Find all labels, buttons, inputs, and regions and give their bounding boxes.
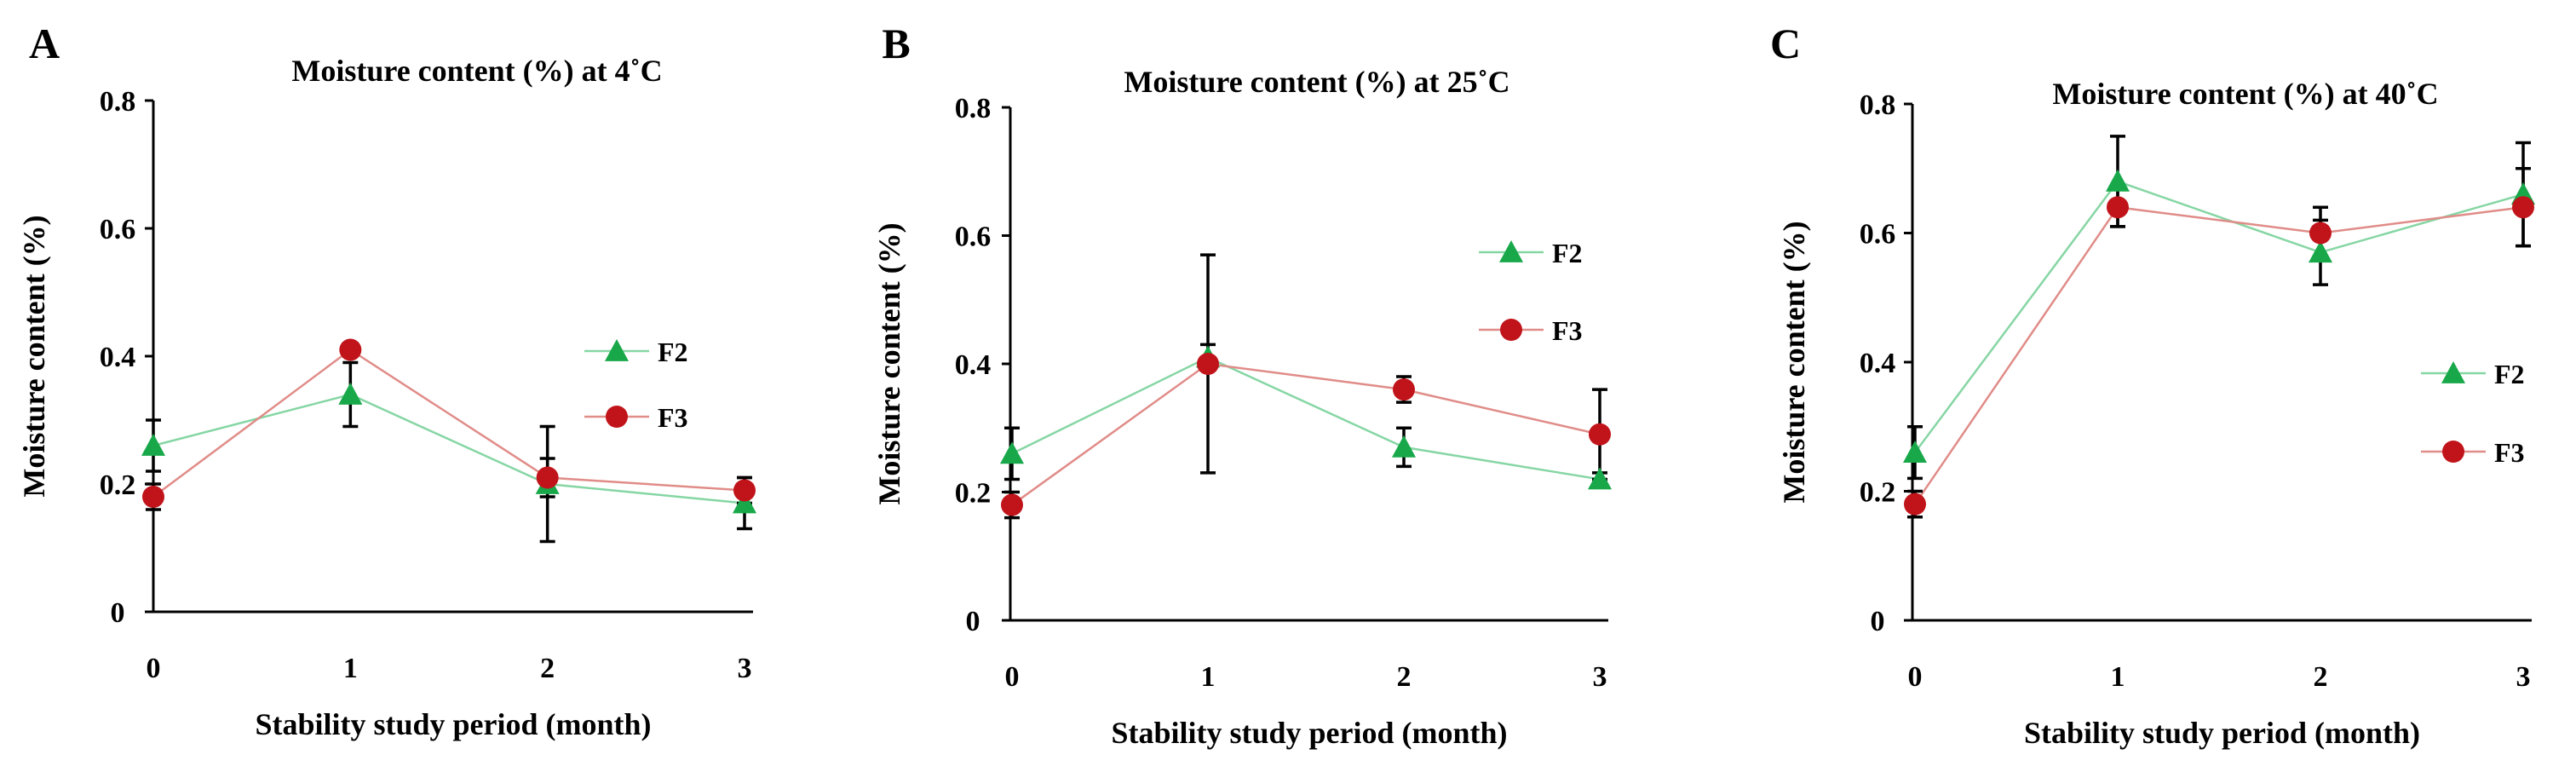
series-line-f3 <box>1913 205 2524 505</box>
legend-label: F3 <box>1552 315 1583 346</box>
y-tick-label: 0.2 <box>1860 477 1896 509</box>
legend-marker-f2 <box>1499 240 1523 262</box>
data-point-f3 <box>339 338 362 361</box>
x-tick-label: 2 <box>540 653 555 684</box>
data-point-f3 <box>1001 493 1023 516</box>
data-point-f3 <box>2309 222 2332 245</box>
panel-letter: B <box>882 20 910 67</box>
legend-marker-f2 <box>2441 361 2465 383</box>
x-tick-label: 1 <box>343 653 358 684</box>
panel-letter: A <box>29 20 60 67</box>
y-tick-label: 0.6 <box>955 222 992 253</box>
x-tick-label: 3 <box>1593 661 1607 693</box>
y-tick-label: 0.2 <box>100 470 136 501</box>
y-tick-label: 0.6 <box>1860 219 1896 251</box>
data-point-f3 <box>1393 378 1415 401</box>
data-point-f2 <box>1000 441 1024 464</box>
x-axis-label: Stability study period (month) <box>1111 716 1507 750</box>
data-point-f2 <box>1903 441 1927 463</box>
series-line-f2 <box>152 393 745 504</box>
series-line-f2 <box>1913 180 2524 453</box>
legend-label: F2 <box>2494 359 2525 389</box>
data-point-f3 <box>2512 196 2534 219</box>
y-tick-label: 0.6 <box>100 214 136 245</box>
data-point-f2 <box>1392 435 1416 458</box>
chart-title: Moisture content (%) at 25˚C <box>1124 65 1509 99</box>
data-point-f2 <box>141 434 165 456</box>
y-axis-label: Moisture content (%) <box>1777 221 1811 503</box>
y-tick-label: 0.8 <box>100 86 136 118</box>
data-point-f3 <box>2107 196 2129 219</box>
legend-marker-f3 <box>606 406 628 428</box>
data-point-f2 <box>338 383 363 405</box>
series-line-f2 <box>1011 356 1601 481</box>
y-tick-label: 0.4 <box>955 349 992 381</box>
data-point-f3 <box>142 486 164 508</box>
legend-label: F3 <box>2494 437 2525 468</box>
data-point-f2 <box>2309 240 2332 263</box>
data-point-f2 <box>733 491 756 514</box>
x-tick-label: 1 <box>1201 661 1216 693</box>
x-tick-label: 3 <box>2516 661 2531 693</box>
y-tick-label: 0.8 <box>955 93 992 124</box>
y-tick-label: 0 <box>111 597 125 629</box>
y-tick-label: 0 <box>1871 606 1885 637</box>
data-point-f2 <box>2106 169 2130 192</box>
data-point-f3 <box>1904 493 1926 516</box>
x-tick-label: 3 <box>738 653 752 684</box>
legend-marker-f2 <box>605 339 629 361</box>
series-line-f3 <box>152 348 745 498</box>
y-tick-label: 0.2 <box>955 478 992 510</box>
y-tick-label: 0.4 <box>100 342 136 373</box>
legend-label: F2 <box>1552 238 1583 268</box>
x-tick-label: 0 <box>1005 661 1020 693</box>
data-point-f3 <box>733 479 756 502</box>
y-tick-label: 0.8 <box>1860 89 1896 121</box>
series-line-f3 <box>1011 362 1601 506</box>
chart-title: Moisture content (%) at 40˚C <box>2052 77 2438 111</box>
legend-label: F3 <box>658 402 688 433</box>
y-axis-label: Moisture content (%) <box>872 222 906 504</box>
legend-marker-f3 <box>1500 319 1522 341</box>
x-tick-label: 2 <box>2314 661 2328 693</box>
chart-title: Moisture content (%) at 4˚C <box>291 54 662 88</box>
data-point-f3 <box>536 466 559 489</box>
data-point-f2 <box>1588 467 1612 490</box>
y-axis-label: Moisture content (%) <box>17 215 51 497</box>
x-tick-label: 2 <box>1397 661 1412 693</box>
x-axis-label: Stability study period (month) <box>255 707 651 741</box>
y-tick-label: 0.4 <box>1860 348 1896 379</box>
panel-letter: C <box>1770 20 1801 67</box>
data-point-f3 <box>1197 353 1219 375</box>
y-tick-label: 0 <box>966 606 980 637</box>
x-axis-label: Stability study period (month) <box>2024 716 2420 750</box>
x-tick-label: 0 <box>1908 661 1923 693</box>
legend-label: F2 <box>658 337 688 367</box>
legend-marker-f3 <box>2442 441 2464 463</box>
x-tick-label: 1 <box>2111 661 2125 693</box>
data-point-f3 <box>1589 423 1611 446</box>
x-tick-label: 0 <box>147 653 161 684</box>
